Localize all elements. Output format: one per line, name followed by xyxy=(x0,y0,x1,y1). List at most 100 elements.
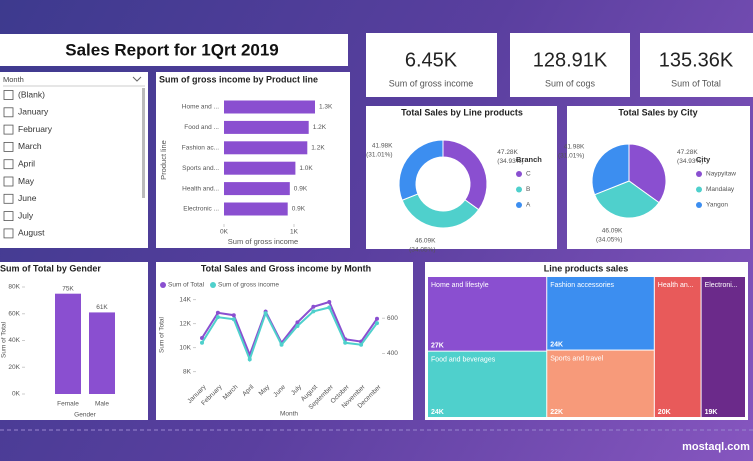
data-label: 1.2K xyxy=(313,124,327,131)
tile-label: Fashion accessories xyxy=(550,282,614,289)
bar xyxy=(224,182,290,196)
x-tick-label: 0K xyxy=(220,229,229,236)
kpi-card xyxy=(366,33,497,97)
checkbox[interactable] xyxy=(3,211,14,222)
x-axis-label: Month xyxy=(280,411,298,418)
legend-entry: A xyxy=(526,202,531,209)
slicer-item: August xyxy=(18,228,45,238)
y-tick-label: 12K xyxy=(179,320,191,327)
report-title: Sales Report for 1Qrt 2019 xyxy=(65,40,279,59)
point xyxy=(295,324,300,328)
point xyxy=(200,336,204,340)
tile-label: Electroni... xyxy=(705,282,738,289)
point xyxy=(295,320,300,325)
kpi-label: Sum of gross income xyxy=(389,78,474,88)
y-tick-label: 40K xyxy=(8,337,20,344)
checkbox[interactable] xyxy=(3,141,14,152)
bar xyxy=(224,100,315,114)
data-label: 19K xyxy=(705,409,718,416)
slicer-item: March xyxy=(18,141,42,151)
dropdown-chevron[interactable] xyxy=(132,76,142,82)
point xyxy=(263,311,268,316)
checkbox[interactable] xyxy=(3,228,14,239)
tile-label: Home and lifestyle xyxy=(431,282,489,289)
tile-label: Health an... xyxy=(658,282,694,289)
point xyxy=(231,317,236,322)
bar xyxy=(224,202,288,216)
kpi-value: 6.45K xyxy=(405,49,458,71)
data-label: 27K xyxy=(431,342,444,349)
legend-entry: C xyxy=(526,171,531,178)
chart-title: Total Sales by City xyxy=(618,107,697,117)
point xyxy=(200,340,204,345)
kpi-label: Sum of Total xyxy=(671,78,721,88)
data-label: 46.09K xyxy=(602,227,623,234)
point xyxy=(311,309,316,314)
data-label: (34.93%) xyxy=(677,158,703,165)
chart-panel xyxy=(366,106,557,249)
point xyxy=(311,304,316,309)
slicer-item: May xyxy=(18,176,35,186)
checkbox[interactable] xyxy=(3,193,14,204)
scrollbar[interactable] xyxy=(142,88,145,198)
legend-marker xyxy=(696,171,702,177)
kpi-card xyxy=(510,33,630,97)
tile xyxy=(547,350,654,417)
data-label: 24K xyxy=(431,409,444,416)
y-tick-label: Health and... xyxy=(182,185,219,192)
tile xyxy=(654,277,701,417)
legend-title: City xyxy=(696,155,711,164)
checkbox[interactable] xyxy=(3,124,14,135)
x-axis-label: Gender xyxy=(74,412,97,419)
kpi-card xyxy=(640,33,753,97)
legend-marker xyxy=(516,186,522,193)
line xyxy=(201,306,378,363)
y-tick-label: 14K xyxy=(179,296,191,303)
slicer-list: (Blank) January February March April May June J… xyxy=(3,89,53,239)
line xyxy=(201,300,378,358)
slicer-item: February xyxy=(18,124,53,134)
tile xyxy=(701,277,745,417)
y-tick-label: 80K xyxy=(8,284,20,291)
checkbox[interactable] xyxy=(3,90,14,100)
data-label: 1.3K xyxy=(319,104,333,111)
point xyxy=(359,342,364,347)
y2-tick-label: 400 xyxy=(387,350,398,357)
slicer-panel xyxy=(0,72,148,248)
checkbox[interactable] xyxy=(3,176,14,187)
y-tick-label: 60K xyxy=(8,310,20,317)
watermark: mostaql.com xyxy=(682,441,750,453)
y-tick-label: 10K xyxy=(179,344,191,351)
data-label: 0.9K xyxy=(292,206,306,213)
point xyxy=(231,313,236,318)
point xyxy=(247,357,252,362)
kpi-value: 135.36K xyxy=(659,49,734,71)
y-tick-label: Fashion ac... xyxy=(182,145,219,152)
y2-tick-label: 600 xyxy=(387,315,398,322)
data-label: 47.28K xyxy=(497,149,518,156)
data-label: 20K xyxy=(658,409,671,416)
x-axis-label: Sum of gross income xyxy=(228,237,298,246)
slicer-item: July xyxy=(18,210,34,220)
y-axis-label: Sum of Total xyxy=(159,316,166,353)
y-tick-label: 8K xyxy=(183,368,192,375)
y-axis-label: Product line xyxy=(159,140,168,180)
data-label: (34.05%) xyxy=(596,236,622,243)
slice xyxy=(593,180,660,219)
tile-label: Food and beverages xyxy=(431,356,496,363)
chart-title: Total Sales by Line products xyxy=(401,107,523,117)
bar xyxy=(224,120,309,134)
point xyxy=(327,305,332,310)
x-tick-label: Female xyxy=(57,401,79,408)
checkbox[interactable] xyxy=(3,159,14,170)
slicer-title: Month xyxy=(3,75,24,84)
data-label: 22K xyxy=(550,409,563,416)
y-axis-label: Sum of Total xyxy=(1,321,8,358)
point xyxy=(215,315,220,320)
legend-marker xyxy=(516,202,522,208)
checkbox[interactable] xyxy=(3,107,14,118)
data-label: 46.09K xyxy=(415,237,436,244)
tile xyxy=(428,351,547,417)
legend-marker xyxy=(516,171,522,177)
